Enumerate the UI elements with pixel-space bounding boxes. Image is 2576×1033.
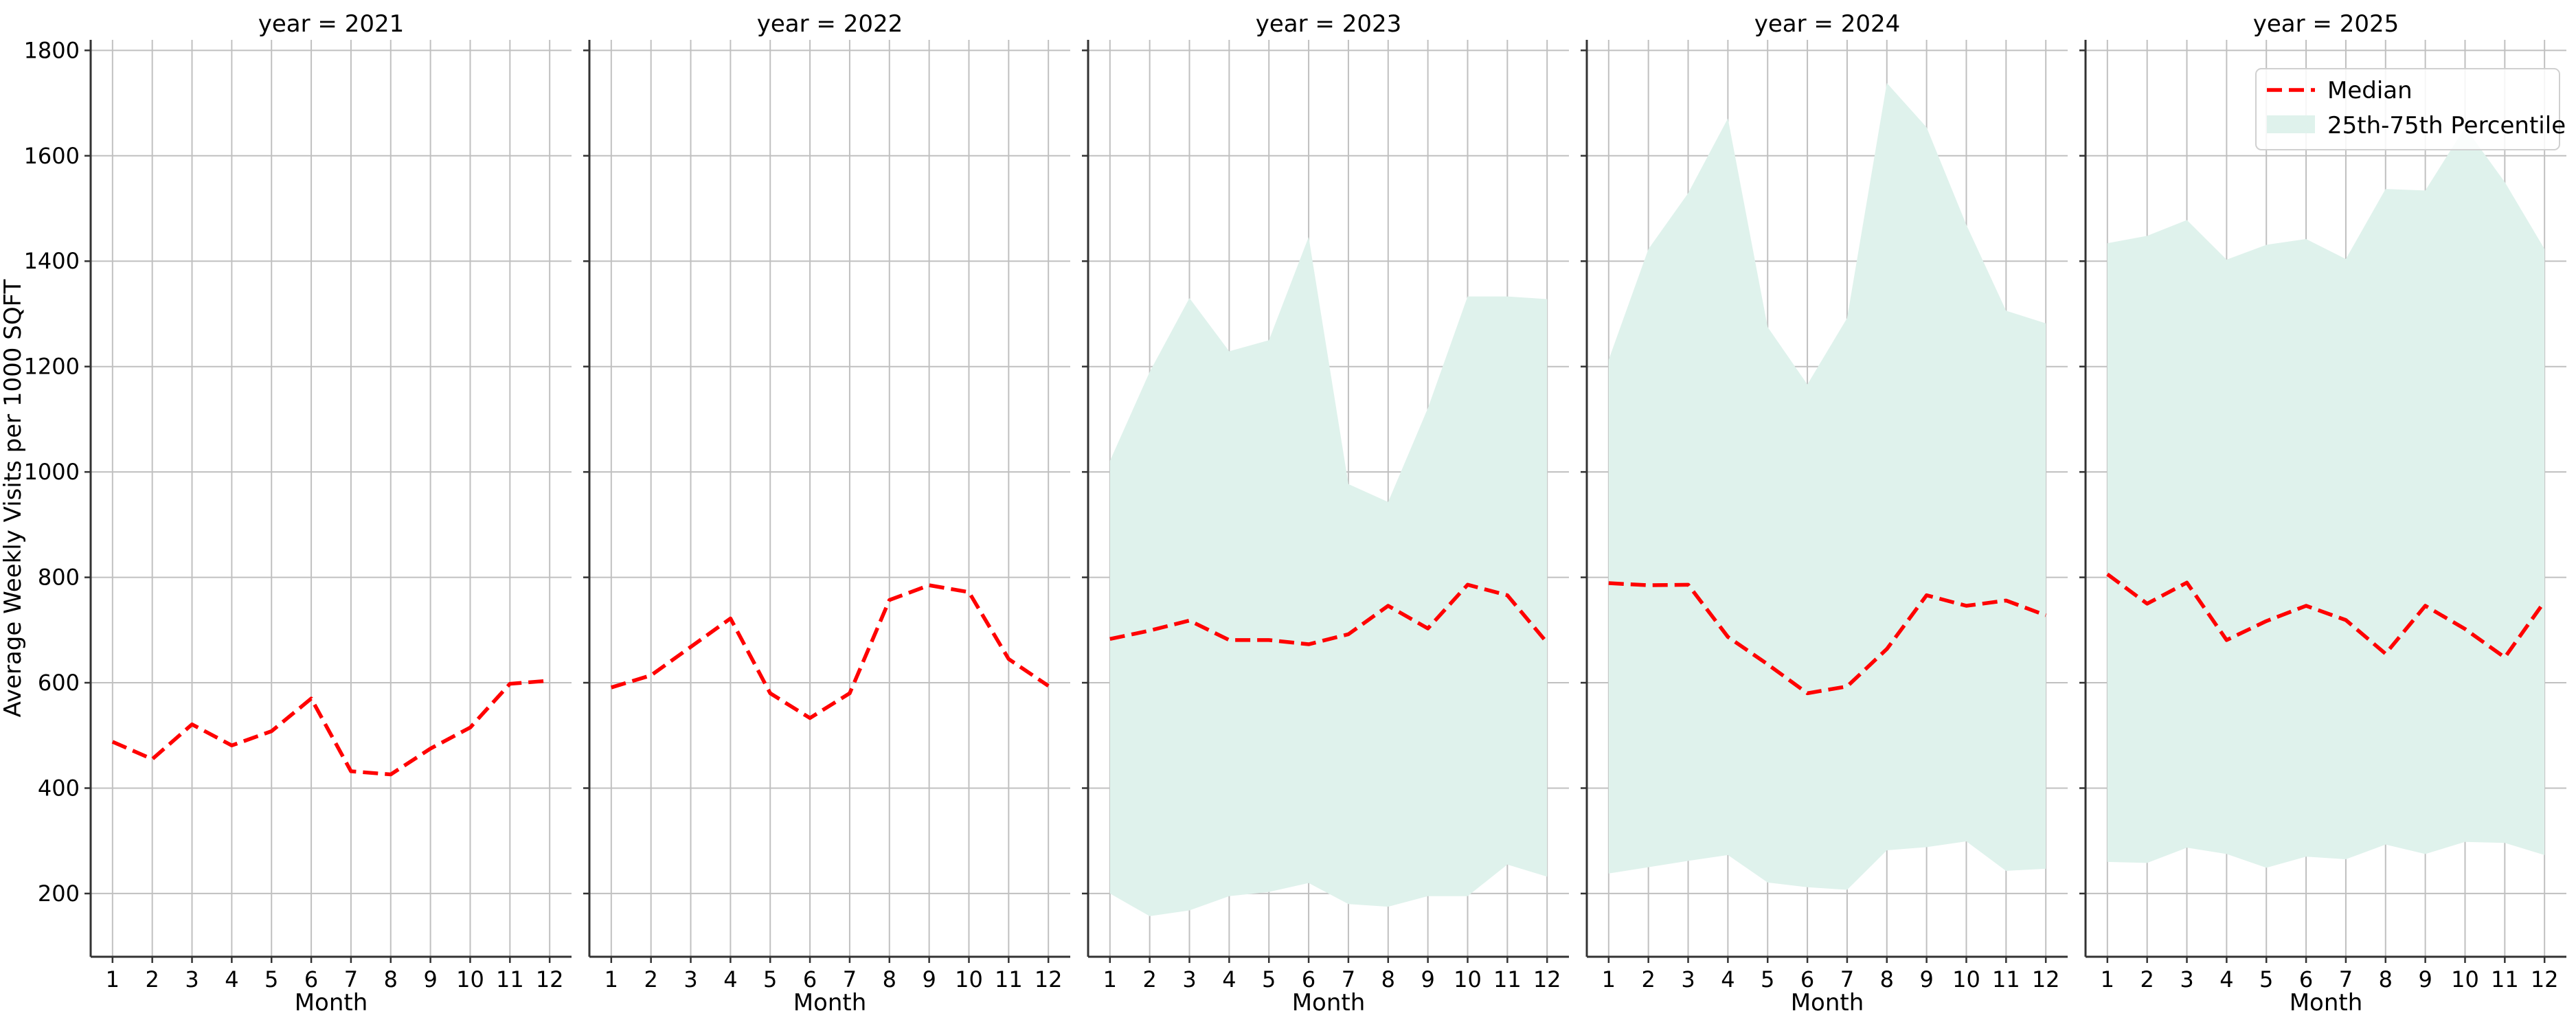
legend-band-swatch: [2267, 115, 2315, 133]
panel-1-xtick-label-12: 12: [536, 966, 564, 992]
panel-5-xtick-label-7: 7: [2339, 966, 2353, 992]
panel-3-xtick-label-9: 9: [1421, 966, 1434, 992]
panel-1-xtick-label-9: 9: [423, 966, 437, 992]
panel-5-xtick-label-8: 8: [2379, 966, 2393, 992]
panel-2-xtick-label-4: 4: [723, 966, 737, 992]
panel-2-xtick-label-2: 2: [644, 966, 657, 992]
panel-4-xtick-label-3: 3: [1681, 966, 1695, 992]
panel-1-xtick-label-8: 8: [384, 966, 398, 992]
ytick-label-1800: 1800: [24, 37, 80, 63]
panel-3-xtick-label-8: 8: [1381, 966, 1395, 992]
panel-1-xtick-label-7: 7: [344, 966, 358, 992]
panel-1-xtick-label-11: 11: [496, 966, 524, 992]
ytick-label-600: 600: [38, 670, 80, 696]
panel-2-xtick-label-5: 5: [763, 966, 777, 992]
panel-3-xtick-label-10: 10: [1454, 966, 1482, 992]
panel-2-xtick-label-12: 12: [1035, 966, 1063, 992]
panel-4-xtick-label-1: 1: [1602, 966, 1616, 992]
panel-3-xtick-label-7: 7: [1342, 966, 1355, 992]
panel-5-xtick-label-4: 4: [2219, 966, 2233, 992]
panel-4-title: year = 2024: [1754, 10, 1900, 38]
panel-4-percentile-band: [1608, 82, 2046, 890]
panel-4-median-line: [1608, 581, 2047, 696]
panel-4-xtick-label-10: 10: [1952, 966, 1980, 992]
panel-2-xtick-label-7: 7: [843, 966, 857, 992]
panel-5-xtick-label-1: 1: [2101, 966, 2114, 992]
legend-box: [2255, 68, 2560, 150]
panel-5-xtick-label-9: 9: [2418, 966, 2432, 992]
panel-2-xtick-label-3: 3: [683, 966, 697, 992]
panel-3-xtick-label-12: 12: [1533, 966, 1561, 992]
panel-3-xtick-label-3: 3: [1182, 966, 1196, 992]
panel-3-xaxis-title: Month: [1292, 989, 1366, 1017]
panel-1-xtick-label-2: 2: [145, 966, 159, 992]
panel-5-title: year = 2025: [2253, 10, 2399, 38]
ytick-label-1400: 1400: [24, 248, 80, 274]
panel-1-xtick-label-10: 10: [456, 966, 484, 992]
ytick-label-1200: 1200: [24, 354, 80, 380]
panel-5-median-line: [2106, 572, 2546, 659]
yaxis-title: Average Weekly Visits per 1000 SQFT: [0, 279, 27, 717]
panel-4-xtick-label-7: 7: [1840, 966, 1854, 992]
panel-3-xtick-label-1: 1: [1103, 966, 1117, 992]
panel-2-xtick-label-6: 6: [803, 966, 817, 992]
ytick-label-1000: 1000: [24, 459, 80, 485]
panel-3-percentile-band: [1109, 236, 1548, 916]
panel-2-title: year = 2022: [757, 10, 903, 38]
panel-5-xtick-label-2: 2: [2140, 966, 2154, 992]
panel-4-xtick-label-9: 9: [1919, 966, 1933, 992]
panel-3-xtick-label-4: 4: [1222, 966, 1236, 992]
panel-3-median-line: [1109, 582, 1549, 646]
ytick-label-400: 400: [38, 775, 80, 801]
panel-2-xtick-label-11: 11: [995, 966, 1023, 992]
ytick-label-1600: 1600: [24, 143, 80, 169]
panel-4-xtick-label-11: 11: [1992, 966, 2020, 992]
panel-4-xtick-label-2: 2: [1641, 966, 1655, 992]
panel-2-xtick-label-9: 9: [922, 966, 936, 992]
panel-5-xtick-label-5: 5: [2259, 966, 2273, 992]
panel-1-xtick-label-3: 3: [185, 966, 199, 992]
panel-3-xtick-label-5: 5: [1262, 966, 1276, 992]
legend-band-label: 25th-75th Percentile: [2327, 112, 2566, 139]
panel-5-xaxis-title: Month: [2290, 989, 2363, 1017]
ytick-label-800: 800: [38, 565, 80, 591]
panel-2-xaxis-title: Month: [793, 989, 867, 1017]
panel-4-xaxis-title: Month: [1791, 989, 1864, 1017]
legend-median-label: Median: [2327, 77, 2413, 104]
panel-5-xtick-label-6: 6: [2299, 966, 2313, 992]
panel-5-percentile-band: [2107, 127, 2545, 868]
panel-4-xtick-label-6: 6: [1800, 966, 1814, 992]
panel-1-title: year = 2021: [258, 10, 404, 38]
panel-1-xtick-label-1: 1: [106, 966, 120, 992]
panel-2-xtick-label-1: 1: [605, 966, 618, 992]
panel-2-median-line: [611, 583, 1050, 720]
panel-1-xtick-label-5: 5: [264, 966, 278, 992]
panel-4-xtick-label-12: 12: [2032, 966, 2060, 992]
panel-2-xtick-label-10: 10: [955, 966, 983, 992]
panel-3-xtick-label-2: 2: [1142, 966, 1156, 992]
panel-5-xtick-label-10: 10: [2451, 966, 2479, 992]
panel-2-xtick-label-8: 8: [883, 966, 896, 992]
panel-5-xtick-label-12: 12: [2531, 966, 2559, 992]
panel-3-xtick-label-11: 11: [1493, 966, 1522, 992]
panel-3-xtick-label-6: 6: [1302, 966, 1315, 992]
ytick-label-200: 200: [38, 881, 80, 907]
panel-1-xtick-label-6: 6: [304, 966, 318, 992]
panel-3-title: year = 2023: [1256, 10, 1401, 38]
panel-1-xaxis-title: Month: [295, 989, 368, 1017]
panel-4-xtick-label-8: 8: [1880, 966, 1894, 992]
panel-5-xtick-label-11: 11: [2491, 966, 2519, 992]
panel-1-median-line: [111, 679, 550, 777]
panel-5-xtick-label-3: 3: [2180, 966, 2193, 992]
panel-4-xtick-label-4: 4: [1721, 966, 1735, 992]
panel-4-xtick-label-5: 5: [1761, 966, 1774, 992]
panel-1-xtick-label-4: 4: [225, 966, 238, 992]
